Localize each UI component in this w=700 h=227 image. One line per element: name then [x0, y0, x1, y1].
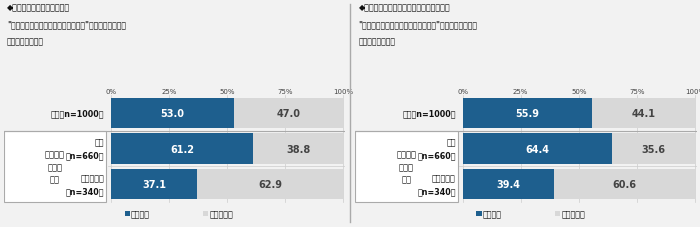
Text: "社用車運転者のアルコールチェック"を実施しているか: "社用車運転者のアルコールチェック"を実施しているか — [7, 20, 126, 29]
Text: ［単一回答形式］: ［単一回答形式］ — [7, 37, 44, 46]
Bar — [355, 131, 458, 202]
Bar — [463, 98, 592, 128]
Text: 39.4: 39.4 — [496, 180, 520, 190]
Text: 25%: 25% — [162, 89, 177, 95]
Text: 62.9: 62.9 — [258, 180, 282, 190]
Text: 25%: 25% — [513, 89, 528, 95]
Text: 75%: 75% — [277, 89, 293, 95]
Text: 対象でない: 対象でない — [432, 173, 456, 182]
Text: ［単一回答形式］: ［単一回答形式］ — [358, 37, 396, 46]
Text: 100%: 100% — [333, 89, 354, 95]
Bar — [463, 134, 695, 164]
Bar — [476, 211, 482, 216]
Text: 対象でない: 対象でない — [80, 173, 104, 182]
Text: 47.0: 47.0 — [276, 108, 300, 118]
Text: 対象: 対象 — [94, 138, 104, 147]
Text: 50%: 50% — [219, 89, 235, 95]
Text: ［n=340］: ［n=340］ — [417, 187, 456, 196]
Bar — [463, 134, 612, 164]
Text: している: している — [483, 209, 502, 218]
Bar — [111, 98, 234, 128]
Text: 100%: 100% — [685, 89, 700, 95]
Text: 61.2: 61.2 — [170, 144, 194, 154]
Bar — [4, 131, 106, 202]
Text: 64.4: 64.4 — [526, 144, 550, 154]
Bar — [111, 134, 343, 164]
Text: ［n=660］: ［n=660］ — [66, 151, 104, 160]
Text: "社用車運転者のアルコールチェック"を実施しているか: "社用車運転者のアルコールチェック"を実施しているか — [358, 20, 477, 29]
Text: 全体［n=1000］: 全体［n=1000］ — [50, 109, 104, 118]
Bar — [463, 169, 554, 200]
Text: していない: していない — [561, 209, 585, 218]
Text: 対象: 対象 — [447, 138, 456, 147]
Text: 75%: 75% — [629, 89, 645, 95]
Bar — [111, 98, 343, 128]
Text: している: している — [131, 209, 150, 218]
Text: 0%: 0% — [457, 89, 468, 95]
Text: 0%: 0% — [106, 89, 117, 95]
Bar — [111, 169, 343, 200]
Text: 53.0: 53.0 — [160, 108, 185, 118]
Bar — [203, 211, 209, 216]
Bar — [111, 169, 197, 200]
Text: ［n=340］: ［n=340］ — [66, 187, 104, 196]
Bar — [463, 98, 695, 128]
Text: 60.6: 60.6 — [612, 180, 636, 190]
Text: 55.9: 55.9 — [515, 108, 540, 118]
Text: 安全運転
管理者
設置: 安全運転 管理者 設置 — [396, 150, 416, 184]
Bar — [125, 211, 130, 216]
Text: 44.1: 44.1 — [631, 108, 656, 118]
Text: ◆自身の職場では目視による: ◆自身の職場では目視による — [7, 3, 70, 12]
Text: 50%: 50% — [571, 89, 587, 95]
Text: ◆自身の職場ではアルコール検知器による: ◆自身の職場ではアルコール検知器による — [358, 3, 450, 12]
Text: 35.6: 35.6 — [641, 144, 666, 154]
Text: 38.8: 38.8 — [286, 144, 310, 154]
Bar — [463, 169, 695, 200]
Text: ［n=660］: ［n=660］ — [417, 151, 456, 160]
Text: 全体［n=1000］: 全体［n=1000］ — [402, 109, 456, 118]
Bar — [555, 211, 560, 216]
Text: 安全運転
管理者
設置: 安全運転 管理者 設置 — [45, 150, 64, 184]
Text: 37.1: 37.1 — [142, 180, 166, 190]
Text: していない: していない — [209, 209, 233, 218]
Bar — [111, 134, 253, 164]
